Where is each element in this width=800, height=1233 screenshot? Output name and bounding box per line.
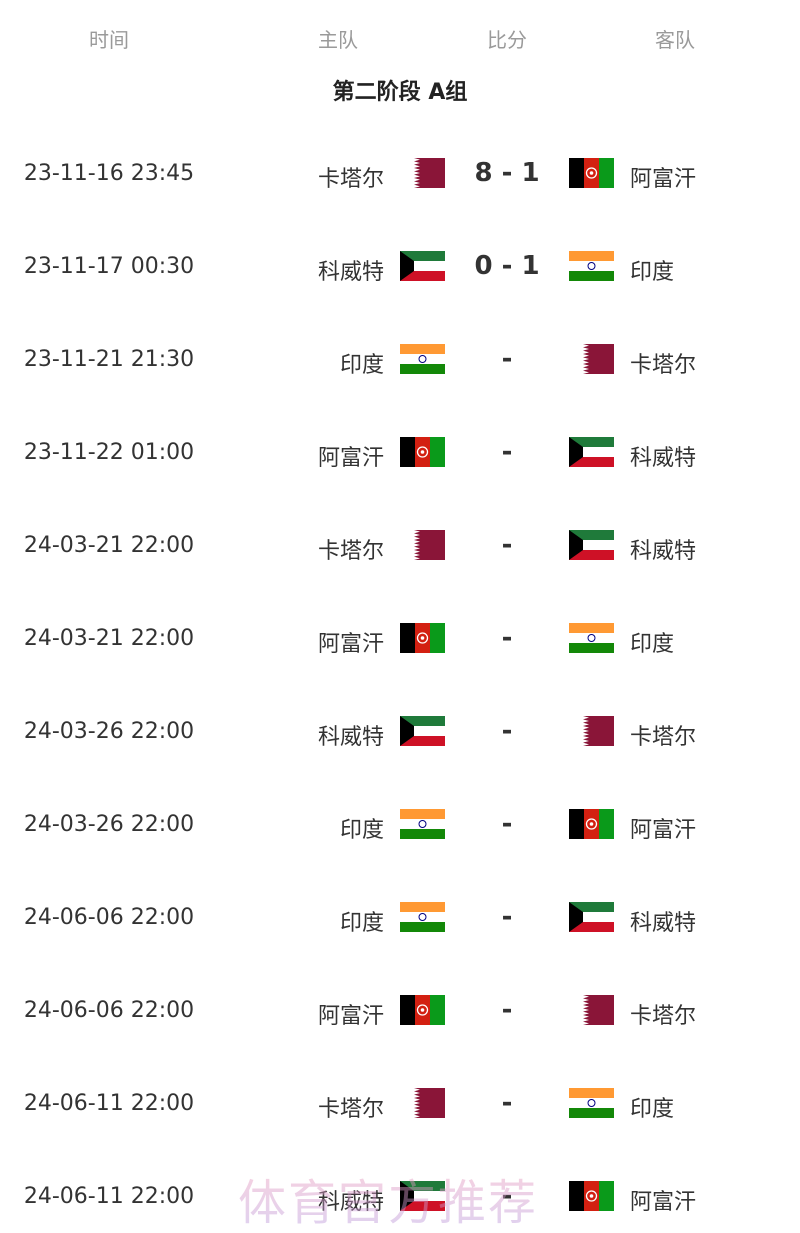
home-team: 印度 [339, 911, 384, 936]
kuwait-flag-icon [400, 1181, 445, 1211]
qatar-flag-icon [400, 1088, 445, 1118]
match-score: - [501, 1181, 513, 1211]
match-time: 24-03-21 22:00 [23, 533, 195, 558]
away-team: 印度 [630, 632, 675, 657]
match-score: - [501, 995, 513, 1025]
home-team: 科威特 [317, 260, 384, 285]
away-team: 阿富汗 [630, 1190, 697, 1215]
match-time: 24-06-06 22:00 [23, 905, 195, 930]
away-team: 印度 [630, 260, 675, 285]
match-row[interactable]: 24-03-21 22:00 阿富汗 - 印度 [0, 618, 800, 658]
india-flag-icon [569, 251, 614, 281]
match-row[interactable]: 24-03-26 22:00 印度 - 阿富汗 [0, 804, 800, 844]
qatar-flag-icon [569, 344, 614, 374]
afghanistan-flag-icon [569, 809, 614, 839]
match-time: 24-03-26 22:00 [23, 719, 195, 744]
afghanistan-flag-icon [569, 158, 614, 188]
qatar-flag-icon [569, 716, 614, 746]
match-time: 24-06-06 22:00 [23, 998, 195, 1023]
home-team: 卡塔尔 [317, 167, 384, 192]
column-header-home: 主队 [318, 28, 358, 52]
away-team: 卡塔尔 [630, 353, 697, 378]
match-score: - [501, 437, 513, 467]
away-team: 科威特 [630, 911, 697, 936]
match-score: - [501, 716, 513, 746]
afghanistan-flag-icon [400, 995, 445, 1025]
kuwait-flag-icon [400, 251, 445, 281]
match-time: 23-11-16 23:45 [23, 161, 195, 186]
away-team: 阿富汗 [630, 167, 697, 192]
away-team: 卡塔尔 [630, 1004, 697, 1029]
kuwait-flag-icon [569, 530, 614, 560]
home-team: 印度 [339, 818, 384, 843]
india-flag-icon [400, 344, 445, 374]
home-team: 卡塔尔 [317, 539, 384, 564]
match-score: - [501, 344, 513, 374]
match-row[interactable]: 24-03-21 22:00 卡塔尔 - 科威特 [0, 525, 800, 565]
match-time: 23-11-22 01:00 [23, 440, 195, 465]
match-time: 24-06-11 22:00 [23, 1184, 195, 1209]
column-header-time: 时间 [89, 28, 129, 52]
match-time: 24-03-26 22:00 [23, 812, 195, 837]
match-score: - [501, 1088, 513, 1118]
match-time: 24-06-11 22:00 [23, 1091, 195, 1116]
away-team: 卡塔尔 [630, 725, 697, 750]
home-team: 科威特 [317, 1190, 384, 1215]
away-team: 科威特 [630, 446, 697, 471]
match-row[interactable]: 23-11-16 23:45 卡塔尔 8 - 1 阿富汗 [0, 153, 800, 193]
match-row[interactable]: 23-11-22 01:00 阿富汗 - 科威特 [0, 432, 800, 472]
home-team: 科威特 [317, 725, 384, 750]
afghanistan-flag-icon [569, 1181, 614, 1211]
kuwait-flag-icon [400, 716, 445, 746]
afghanistan-flag-icon [400, 623, 445, 653]
india-flag-icon [569, 623, 614, 653]
qatar-flag-icon [569, 995, 614, 1025]
column-header-score: 比分 [487, 28, 527, 52]
away-team: 印度 [630, 1097, 675, 1122]
match-time: 24-03-21 22:00 [23, 626, 195, 651]
india-flag-icon [569, 1088, 614, 1118]
match-row[interactable]: 24-06-11 22:00 科威特 - 阿富汗 [0, 1176, 800, 1216]
match-time: 23-11-17 00:30 [23, 254, 195, 279]
afghanistan-flag-icon [400, 437, 445, 467]
india-flag-icon [400, 902, 445, 932]
match-row[interactable]: 24-06-11 22:00 卡塔尔 - 印度 [0, 1083, 800, 1123]
kuwait-flag-icon [569, 437, 614, 467]
india-flag-icon [400, 809, 445, 839]
match-row[interactable]: 24-06-06 22:00 阿富汗 - 卡塔尔 [0, 990, 800, 1030]
away-team: 科威特 [630, 539, 697, 564]
qatar-flag-icon [400, 530, 445, 560]
home-team: 阿富汗 [317, 632, 384, 657]
home-team: 卡塔尔 [317, 1097, 384, 1122]
match-score: 0 - 1 [474, 251, 540, 281]
column-header-away: 客队 [655, 28, 695, 52]
match-row[interactable]: 23-11-21 21:30 印度 - 卡塔尔 [0, 339, 800, 379]
home-team: 阿富汗 [317, 446, 384, 471]
match-score: - [501, 623, 513, 653]
match-row[interactable]: 24-06-06 22:00 印度 - 科威特 [0, 897, 800, 937]
home-team: 阿富汗 [317, 1004, 384, 1029]
home-team: 印度 [339, 353, 384, 378]
group-title: 第二阶段 A组 [332, 80, 468, 105]
match-time: 23-11-21 21:30 [23, 347, 195, 372]
match-score: 8 - 1 [474, 158, 540, 188]
away-team: 阿富汗 [630, 818, 697, 843]
match-score: - [501, 902, 513, 932]
match-row[interactable]: 23-11-17 00:30 科威特 0 - 1 印度 [0, 246, 800, 286]
kuwait-flag-icon [569, 902, 614, 932]
match-score: - [501, 530, 513, 560]
match-score: - [501, 809, 513, 839]
match-row[interactable]: 24-03-26 22:00 科威特 - 卡塔尔 [0, 711, 800, 751]
qatar-flag-icon [400, 158, 445, 188]
